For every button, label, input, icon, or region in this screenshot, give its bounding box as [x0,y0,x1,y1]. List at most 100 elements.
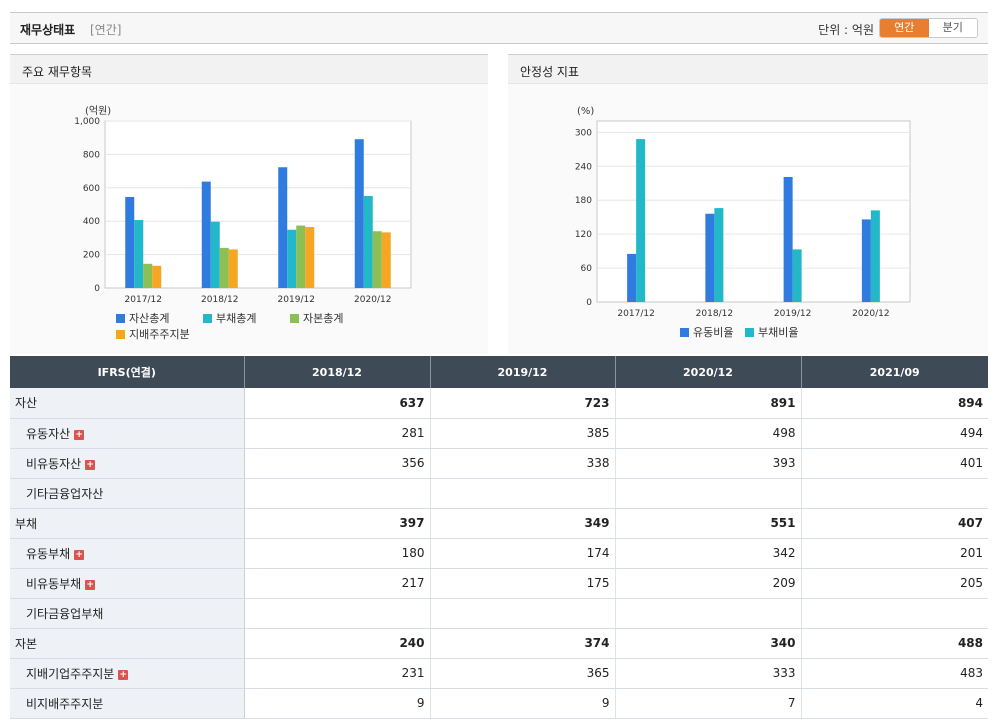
table-cell: 385 [430,418,616,449]
table-cell: 483 [801,658,988,689]
row-label: 유동자산 [26,426,71,441]
bar [381,232,391,288]
row-label: 유동부채 [26,546,71,561]
bar [636,139,646,302]
period-label: [연간] [90,23,122,37]
table-row: 유동부채 +180 174 342 201 [10,538,988,569]
period-toggle: 연간 분기 [879,18,978,38]
table-cell: 174 [430,538,616,569]
bar [305,227,315,288]
bar [354,139,364,288]
table-row: 기타금융업자산 [10,478,988,509]
y-tick-label: 180 [575,196,592,206]
row-label-cell: 기타금융업부채 [10,598,245,629]
y-tick-label: 240 [575,162,592,172]
table-cell [430,598,616,629]
bar [278,167,288,288]
row-label-cell: 비유동자산 + [10,448,245,479]
bar [134,220,144,288]
table-cell: 180 [244,538,431,569]
table-cell [801,478,988,509]
quarter-button[interactable]: 분기 [928,19,977,37]
table-cell [615,598,802,629]
expand-icon[interactable]: + [74,549,85,560]
table-cell [430,478,616,509]
legend-swatch [290,314,299,323]
table-cell: 209 [615,568,802,599]
bar [714,208,724,302]
table-cell: 637 [244,388,431,419]
table-cell: 488 [801,628,988,659]
table-cell: 407 [801,508,988,539]
bar [228,249,238,288]
table-row: 기타금융업부채 [10,598,988,629]
x-tick-label: 2018/12 [696,309,733,319]
legend-label: 지배주주지분 [129,328,190,341]
table-cell [615,478,802,509]
expand-icon[interactable]: + [85,579,96,590]
row-label-cell: 기타금융업자산 [10,478,245,509]
balance-sheet-table: IFRS(연결) 2018/12 2019/12 2020/12 2021/09… [10,356,988,719]
y-tick-label: 300 [575,128,592,138]
table-cell: 338 [430,448,616,479]
panel-header: 주요 재무항목 [10,54,488,84]
bar [143,263,153,288]
row-label: 비유동자산 [26,456,82,471]
bar [372,231,382,288]
y-tick-label: 1,000 [74,117,100,127]
row-label-cell: 지배기업주주지분 + [10,658,245,689]
row-label: 기타금융업부채 [26,606,104,621]
table-row: 지배기업주주지분 +231 365 333 483 [10,658,988,689]
legend-swatch [116,330,125,339]
bar [201,181,211,288]
table-cell: 397 [244,508,431,539]
x-tick-label: 2019/12 [774,309,811,319]
legend-label: 부채총계 [216,312,256,325]
x-tick-label: 2020/12 [852,309,889,319]
table-row: 비지배주주지분 9 9 7 4 [10,688,988,719]
legend-label: 유동비율 [693,326,733,339]
expand-icon[interactable]: + [118,669,129,680]
table-cell: 401 [801,448,988,479]
column-header: 2020/12 [615,356,802,388]
legend-label: 자본총계 [303,312,343,325]
bar [792,249,802,302]
panel-title: 안정성 지표 [520,65,580,79]
table-cell: 240 [244,628,431,659]
table-cell: 231 [244,658,431,689]
table-cell: 494 [801,418,988,449]
table-cell: 340 [615,628,802,659]
legend-swatch [116,314,125,323]
table-cell: 342 [615,538,802,569]
table-cell: 201 [801,538,988,569]
table-cell [244,598,431,629]
expand-icon[interactable]: + [74,429,85,440]
unit-label: 단위 : 억원 [818,23,874,37]
bar [627,253,637,302]
bar [783,176,793,302]
table-cell: 175 [430,568,616,599]
table-cell: 281 [244,418,431,449]
table-row: 부채 397 349 551 407 [10,508,988,539]
y-tick-label: 200 [83,251,100,261]
table-cell: 349 [430,508,616,539]
expand-icon[interactable]: + [85,459,96,470]
bar [296,225,306,288]
x-tick-label: 2020/12 [354,295,391,305]
bar [210,221,220,288]
legend-label: 자산총계 [129,312,169,325]
financial-items-panel: 주요 재무항목 0 200 400 600 800 1,000 (억원) 2017/12 201… [10,54,488,354]
bar [870,210,880,302]
x-tick-label: 2018/12 [201,295,238,305]
y-tick-label: 400 [83,217,100,227]
table-cell: 356 [244,448,431,479]
y-axis-label: (%) [577,106,594,117]
table-row: 비유동자산 +356 338 393 401 [10,448,988,479]
panel-title: 주요 재무항목 [22,65,93,79]
table-cell: 333 [615,658,802,689]
table-cell: 891 [615,388,802,419]
bar [152,265,162,288]
table-cell: 4 [801,688,988,719]
annual-button[interactable]: 연간 [880,19,929,37]
row-label: 지배기업주주지분 [26,666,115,681]
